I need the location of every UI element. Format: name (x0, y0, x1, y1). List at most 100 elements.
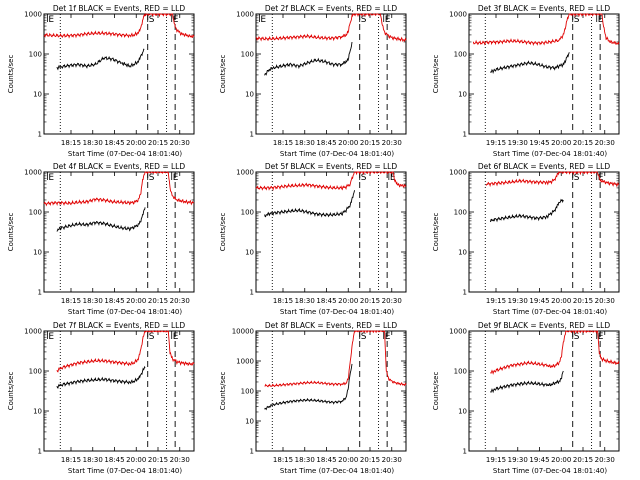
x-axis-label: Start Time (07-Dec-04 18:01:40) (280, 467, 394, 475)
y-axis-label: Counts/sec (7, 213, 15, 252)
chart-title: Det 5f BLACK = Events, RED = LLD (265, 162, 398, 171)
y-tick-label: 1000 (449, 169, 467, 177)
series-line-lld (255, 12, 407, 43)
plot-frame (255, 330, 407, 452)
x-axis-label: Start Time (07-Dec-04 18:01:40) (280, 150, 394, 158)
marker-label: E (598, 332, 604, 342)
plot-frame (43, 330, 195, 452)
marker-label: E (260, 15, 266, 25)
y-tick-label: 100 (454, 368, 467, 376)
x-tick-label: 19:15 (486, 139, 506, 147)
x-tick-label: 20:00 (338, 297, 358, 305)
y-tick-label: 10000 (232, 328, 254, 336)
series-line-lld (56, 330, 195, 373)
x-tick-label: 18:45 (104, 139, 124, 147)
y-tick-label: 10 (33, 249, 42, 257)
y-tick-label: 1000 (236, 358, 254, 366)
y-tick-label: 1000 (449, 328, 467, 336)
chart-panel-7: Det 7f BLACK = Events, RED = LLD Counts/s… (7, 321, 195, 475)
x-tick-label: 18:15 (61, 456, 81, 464)
x-tick-label: 18:30 (295, 139, 315, 147)
x-tick-label: 20:15 (360, 456, 380, 464)
marker-label: E (385, 15, 391, 25)
y-tick-label: 1 (463, 448, 467, 456)
x-tick-label: 19:45 (529, 139, 549, 147)
y-tick-label: 1 (463, 289, 467, 297)
x-tick-label: 19:30 (508, 139, 528, 147)
plot-frame (468, 13, 620, 135)
y-tick-label: 1 (38, 289, 42, 297)
x-tick-label: 20:00 (551, 456, 571, 464)
x-axis-label: Start Time (07-Dec-04 18:01:40) (68, 308, 182, 316)
chart-panel-6: Det 6f BLACK = Events, RED = LLD Counts/s… (432, 162, 620, 316)
x-tick-label: 20:30 (595, 139, 615, 147)
x-tick-label: 20:30 (170, 456, 190, 464)
y-tick-label: 1000 (236, 169, 254, 177)
y-tick-label: 1 (38, 448, 42, 456)
x-axis-label: Start Time (07-Dec-04 18:01:40) (280, 308, 394, 316)
x-tick-label: 20:15 (573, 139, 593, 147)
y-tick-label: 100 (29, 368, 42, 376)
x-tick-label: 20:15 (148, 139, 168, 147)
y-tick-label: 10 (33, 408, 42, 416)
chart-panel-5: Det 5f BLACK = Events, RED = LLD Counts/s… (219, 162, 407, 316)
x-tick-label: 20:00 (126, 456, 146, 464)
y-axis-label: Counts/sec (432, 372, 440, 411)
series-line-events (490, 370, 564, 394)
chart-title: Det 7f BLACK = Events, RED = LLD (53, 321, 186, 330)
marker-label: S (361, 332, 367, 342)
x-axis-label: Start Time (07-Dec-04 18:01:40) (493, 308, 607, 316)
x-axis-label: Start Time (07-Dec-04 18:01:40) (68, 150, 182, 158)
x-tick-label: 20:30 (170, 297, 190, 305)
marker-label: E (385, 332, 391, 342)
x-axis-label: Start Time (07-Dec-04 18:01:40) (68, 467, 182, 475)
x-tick-label: 20:00 (126, 297, 146, 305)
series-line-lld (43, 12, 195, 39)
marker-label: S (361, 15, 367, 25)
series-line-events (264, 363, 353, 411)
marker-label: E (390, 173, 396, 183)
marker-label: E (173, 332, 179, 342)
x-tick-label: 18:30 (83, 297, 103, 305)
x-tick-label: 20:00 (338, 456, 358, 464)
y-axis-label: Counts/sec (219, 372, 227, 411)
marker-label: S (149, 332, 155, 342)
x-tick-label: 20:15 (573, 456, 593, 464)
plot-frame (255, 13, 407, 135)
x-tick-label: 20:30 (382, 297, 402, 305)
chart-panel-9: Det 9f BLACK = Events, RED = LLD Counts/s… (432, 321, 620, 475)
x-tick-label: 20:00 (551, 297, 571, 305)
y-tick-label: 10 (245, 418, 254, 426)
chart-title: Det 6f BLACK = Events, RED = LLD (478, 162, 611, 171)
x-tick-label: 18:30 (83, 139, 103, 147)
x-tick-label: 18:45 (104, 456, 124, 464)
y-tick-label: 100 (29, 209, 42, 217)
series-line-lld (472, 13, 620, 47)
series-line-events (490, 52, 570, 74)
y-axis-label: Counts/sec (219, 213, 227, 252)
x-tick-label: 18:45 (316, 456, 336, 464)
chart-title: Det 2f BLACK = Events, RED = LLD (265, 4, 398, 13)
x-tick-label: 20:30 (382, 139, 402, 147)
x-tick-label: 18:45 (104, 297, 124, 305)
y-tick-label: 10 (458, 408, 467, 416)
series-line-lld (43, 171, 195, 207)
y-tick-label: 10 (245, 249, 254, 257)
y-tick-label: 1000 (236, 11, 254, 19)
chart-panel-1: Det 1f BLACK = Events, RED = LLD Counts/s… (7, 4, 195, 158)
y-axis-label: Counts/sec (219, 55, 227, 94)
x-tick-label: 18:15 (61, 139, 81, 147)
x-tick-label: 19:30 (508, 456, 528, 464)
x-tick-label: 18:15 (273, 297, 293, 305)
y-tick-label: 10 (245, 91, 254, 99)
x-tick-label: 20:30 (170, 139, 190, 147)
marker-label: S (574, 15, 580, 25)
plot-frame (43, 171, 195, 293)
series-line-lld (485, 171, 620, 188)
plot-frame (468, 330, 620, 452)
marker-label: E (173, 15, 179, 25)
chart-title: Det 8f BLACK = Events, RED = LLD (265, 321, 398, 330)
x-tick-label: 20:30 (595, 456, 615, 464)
x-tick-label: 18:15 (273, 139, 293, 147)
y-tick-label: 1 (250, 289, 254, 297)
